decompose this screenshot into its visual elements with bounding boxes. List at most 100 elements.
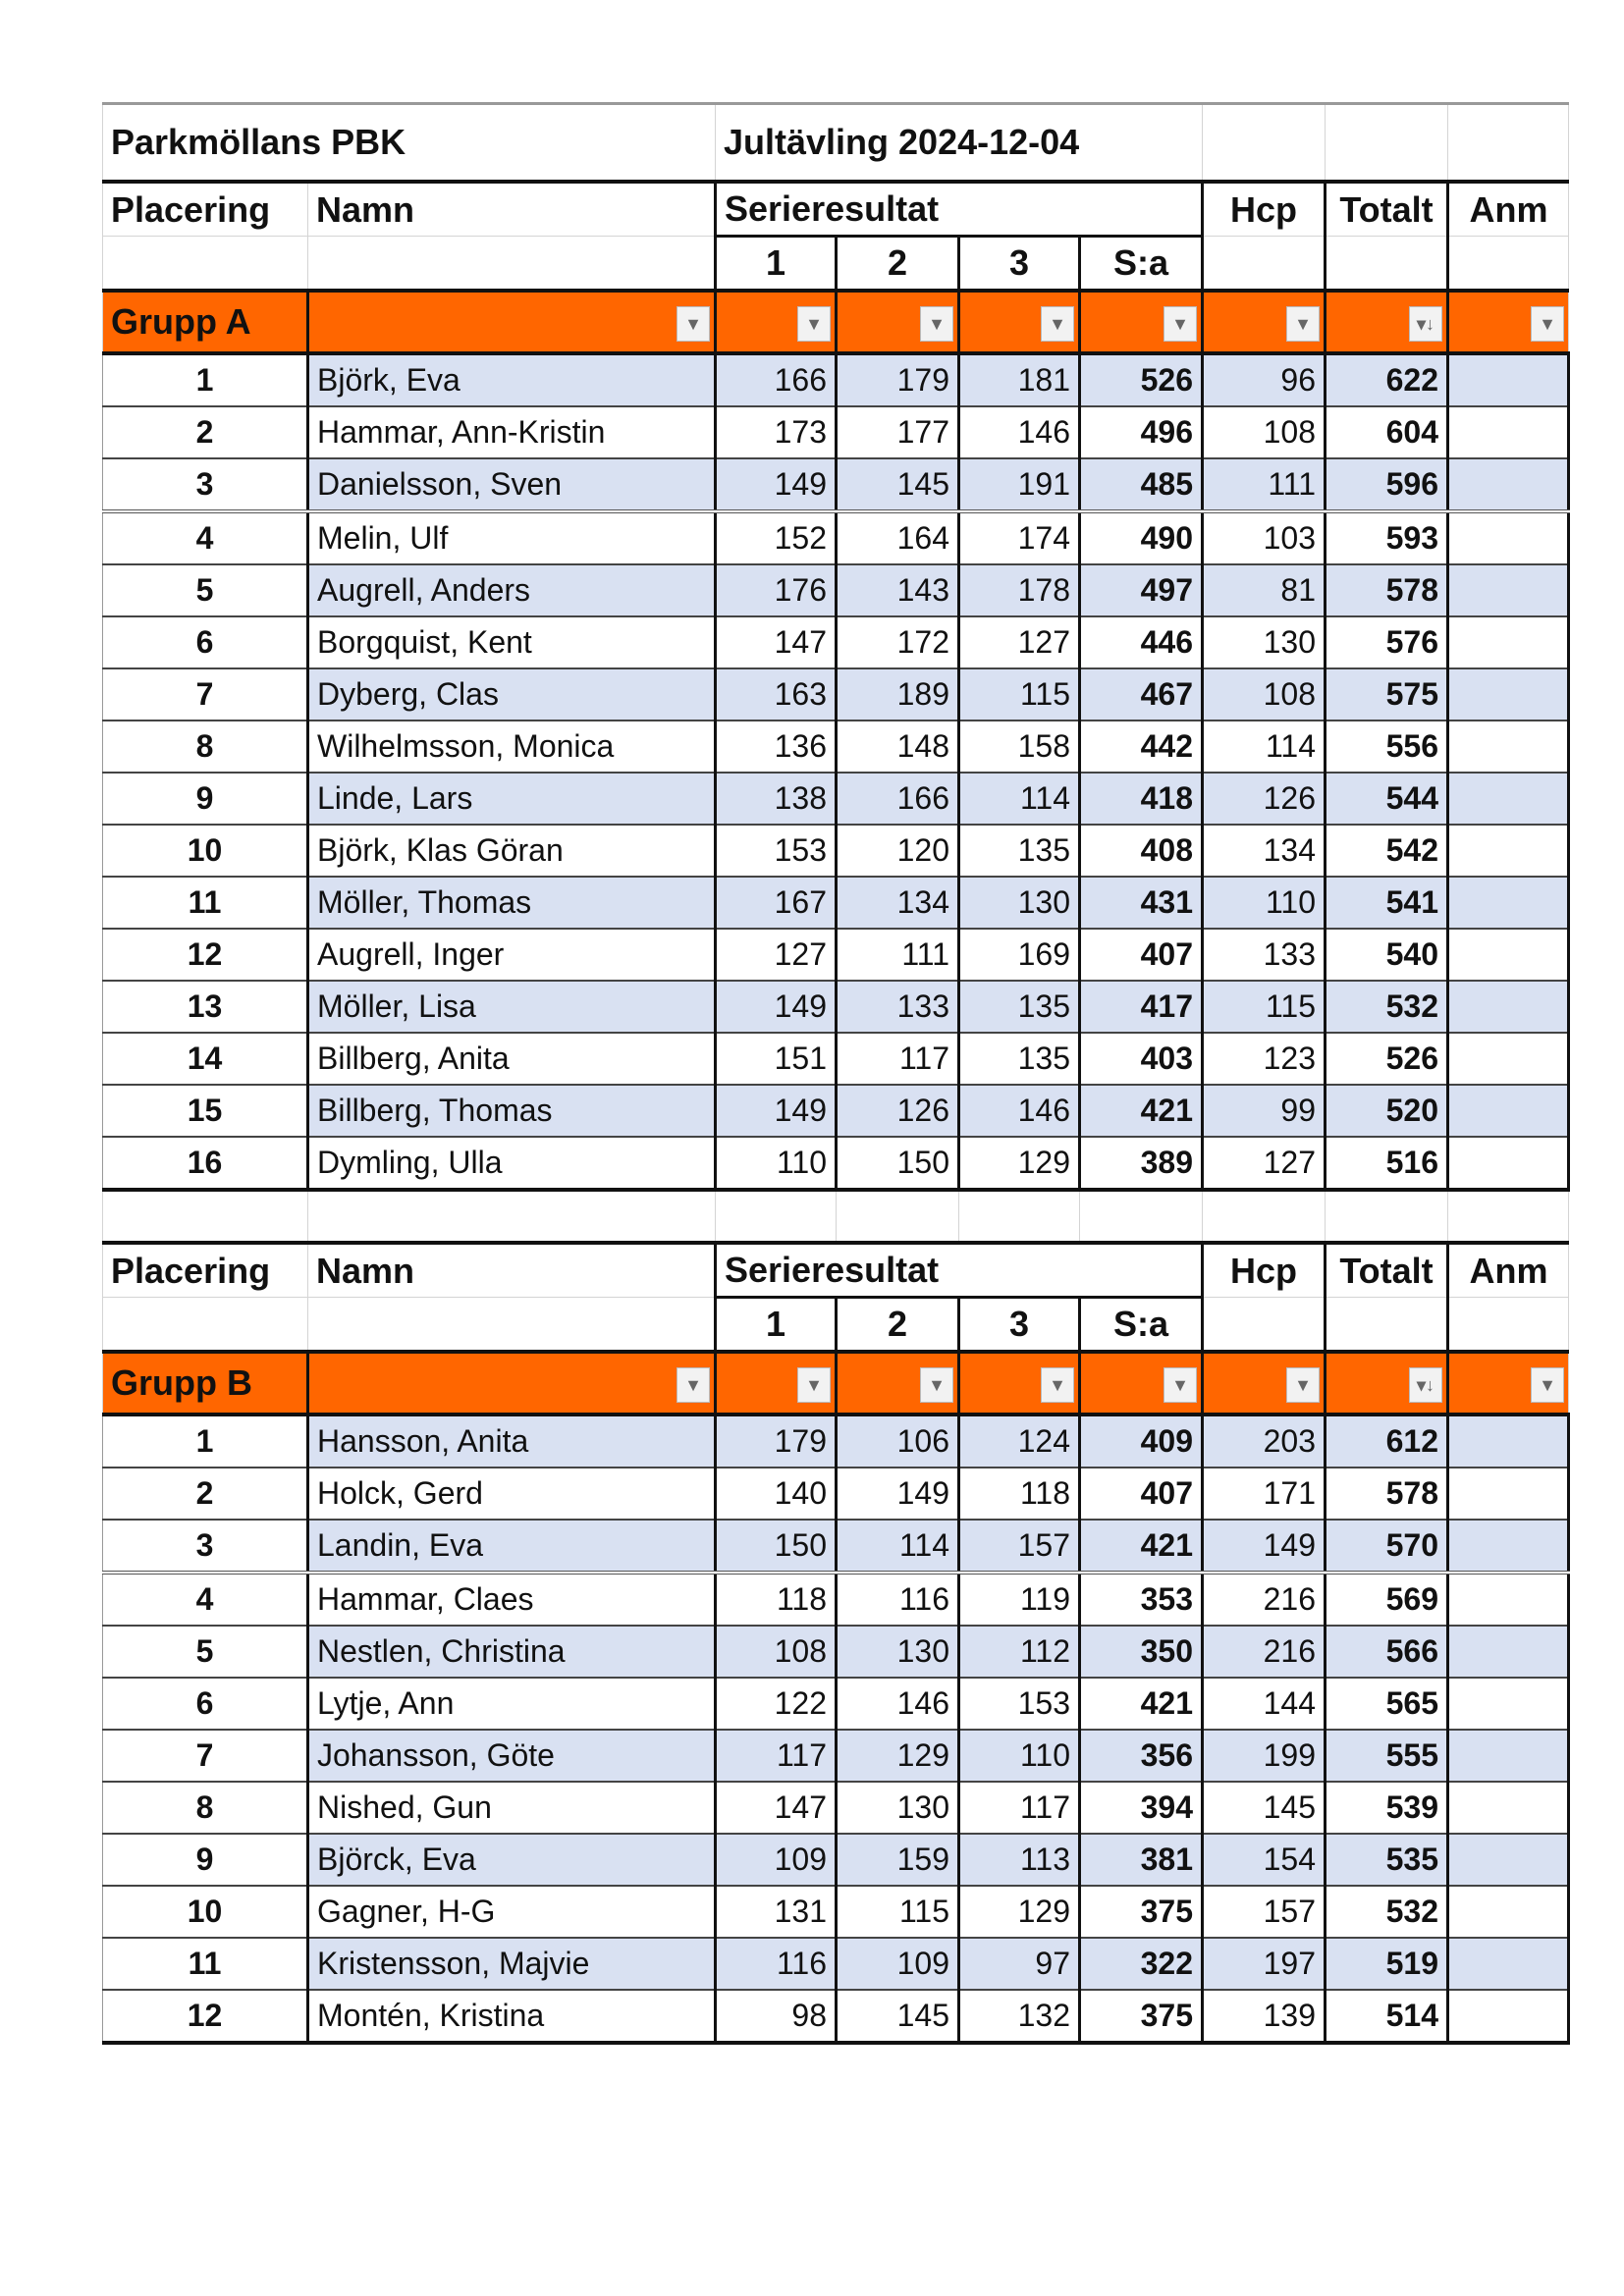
cell-hcp: 126 xyxy=(1202,772,1326,826)
cell-total: 519 xyxy=(1325,1937,1449,1991)
header-hcp: Hcp xyxy=(1202,180,1326,237)
filter-dropdown-icon[interactable]: ▼ xyxy=(1286,306,1320,342)
table-row: 5 Nestlen, Christina 108 130 112 350 216 566 xyxy=(102,1625,1570,1679)
cell-serie-1: 118 xyxy=(715,1572,838,1627)
cell-serie-3: 113 xyxy=(958,1833,1081,1887)
cell-anm xyxy=(1447,1136,1570,1192)
cell-hcp: 216 xyxy=(1202,1572,1326,1627)
cell-sum: 431 xyxy=(1079,876,1204,930)
header-serie-2: 2 xyxy=(836,1297,960,1353)
cell-placement: 4 xyxy=(102,510,309,565)
table-row: 2 Holck, Gerd 140 149 118 407 171 578 xyxy=(102,1467,1570,1521)
cell-sum: 353 xyxy=(1079,1572,1204,1627)
cell-name: Augrell, Anders xyxy=(307,563,717,617)
cell-serie-2: 145 xyxy=(836,457,960,513)
cell-anm xyxy=(1447,1625,1570,1679)
cell-sum: 421 xyxy=(1079,1519,1204,1575)
club-name: Parkmöllans PBK xyxy=(102,102,716,183)
cell-serie-2: 117 xyxy=(836,1032,960,1086)
cell-serie-1: 147 xyxy=(715,1781,838,1835)
results-table: Parkmöllans PBK Jultävling 2024-12-04 Pl… xyxy=(102,102,1570,2045)
cell-serie-3: 181 xyxy=(958,352,1081,407)
table-row: 3 Landin, Eva 150 114 157 421 149 570 xyxy=(102,1519,1570,1575)
cell-sum: 407 xyxy=(1079,1467,1204,1521)
table-row: 1 Björk, Eva 166 179 181 526 96 622 xyxy=(102,352,1570,407)
cell-serie-1: 127 xyxy=(715,928,838,982)
table-row: 5 Augrell, Anders 176 143 178 497 81 578 xyxy=(102,563,1570,617)
cell-name: Melin, Ulf xyxy=(307,510,717,565)
cell-serie-1: 149 xyxy=(715,1084,838,1138)
cell-name: Dyberg, Clas xyxy=(307,667,717,721)
filter-dropdown-icon[interactable]: ▼ xyxy=(920,1367,953,1403)
cell-serie-3: 124 xyxy=(958,1414,1081,1468)
cell-anm xyxy=(1447,1989,1570,2045)
cell-anm xyxy=(1447,824,1570,878)
cell-anm xyxy=(1447,980,1570,1034)
cell-placement: 4 xyxy=(102,1572,309,1627)
sort-descending-filter-icon[interactable]: ▾↓ xyxy=(1409,1367,1442,1403)
table-row: 11 Möller, Thomas 167 134 130 431 110 541 xyxy=(102,876,1570,930)
filter-dropdown-icon[interactable]: ▼ xyxy=(1286,1367,1320,1403)
cell-serie-2: 130 xyxy=(836,1781,960,1835)
cell-hcp: 134 xyxy=(1202,824,1326,878)
spacer-row xyxy=(102,1188,1569,1244)
filter-dropdown-icon[interactable]: ▼ xyxy=(677,306,710,342)
table-row: 6 Borgquist, Kent 147 172 127 446 130 576 xyxy=(102,615,1570,669)
table-row: 16 Dymling, Ulla 110 150 129 389 127 516 xyxy=(102,1136,1570,1192)
cell-name: Nished, Gun xyxy=(307,1781,717,1835)
column-subheader-row: 1 2 3 S:a xyxy=(102,236,1569,292)
table-row: 3 Danielsson, Sven 149 145 191 485 111 596 xyxy=(102,457,1570,513)
filter-dropdown-icon[interactable]: ▼ xyxy=(797,1367,831,1403)
cell-total: 596 xyxy=(1325,457,1449,513)
filter-dropdown-icon[interactable]: ▼ xyxy=(1041,1367,1074,1403)
filter-dropdown-icon[interactable]: ▼ xyxy=(797,306,831,342)
cell-serie-2: 189 xyxy=(836,667,960,721)
header-hcp: Hcp xyxy=(1202,1241,1326,1298)
cell-total: 555 xyxy=(1325,1729,1449,1783)
cell-placement: 2 xyxy=(102,1467,309,1521)
cell-hcp: 139 xyxy=(1202,1989,1326,2045)
cell-hcp: 110 xyxy=(1202,876,1326,930)
filter-dropdown-icon[interactable]: ▼ xyxy=(1531,1367,1564,1403)
cell-serie-2: 129 xyxy=(836,1729,960,1783)
cell-hcp: 111 xyxy=(1202,457,1326,513)
cell-name: Landin, Eva xyxy=(307,1519,717,1575)
cell-anm xyxy=(1447,1467,1570,1521)
cell-serie-1: 153 xyxy=(715,824,838,878)
cell-hcp: 99 xyxy=(1202,1084,1326,1138)
cell-serie-2: 172 xyxy=(836,615,960,669)
cell-serie-2: 133 xyxy=(836,980,960,1034)
cell-serie-3: 135 xyxy=(958,1032,1081,1086)
filter-dropdown-icon[interactable]: ▼ xyxy=(1041,306,1074,342)
cell-sum: 526 xyxy=(1079,352,1204,407)
header-namn: Namn xyxy=(307,1241,717,1298)
cell-anm xyxy=(1447,720,1570,774)
cell-serie-2: 134 xyxy=(836,876,960,930)
table-row: 7 Dyberg, Clas 163 189 115 467 108 575 xyxy=(102,667,1570,721)
cell-sum: 497 xyxy=(1079,563,1204,617)
cell-placement: 5 xyxy=(102,563,309,617)
cell-serie-3: 114 xyxy=(958,772,1081,826)
cell-name: Björk, Klas Göran xyxy=(307,824,717,878)
cell-serie-2: 149 xyxy=(836,1467,960,1521)
sort-descending-filter-icon[interactable]: ▾↓ xyxy=(1409,306,1442,342)
table-row: 9 Björck, Eva 109 159 113 381 154 535 xyxy=(102,1833,1570,1887)
cell-anm xyxy=(1447,1414,1570,1468)
cell-serie-1: 98 xyxy=(715,1989,838,2045)
cell-serie-1: 110 xyxy=(715,1136,838,1192)
cell-sum: 389 xyxy=(1079,1136,1204,1192)
filter-dropdown-icon[interactable]: ▼ xyxy=(920,306,953,342)
cell-serie-1: 176 xyxy=(715,563,838,617)
cell-name: Linde, Lars xyxy=(307,772,717,826)
filter-dropdown-icon[interactable]: ▼ xyxy=(1531,306,1564,342)
cell-placement: 9 xyxy=(102,1833,309,1887)
cell-serie-2: 179 xyxy=(836,352,960,407)
cell-hcp: 154 xyxy=(1202,1833,1326,1887)
filter-dropdown-icon[interactable]: ▼ xyxy=(1164,306,1197,342)
filter-dropdown-icon[interactable]: ▼ xyxy=(677,1367,710,1403)
header-serieresultat: Serieresultat xyxy=(715,1241,1204,1299)
cell-hcp: 171 xyxy=(1202,1467,1326,1521)
cell-total: 565 xyxy=(1325,1677,1449,1731)
cell-total: 544 xyxy=(1325,772,1449,826)
filter-dropdown-icon[interactable]: ▼ xyxy=(1164,1367,1197,1403)
